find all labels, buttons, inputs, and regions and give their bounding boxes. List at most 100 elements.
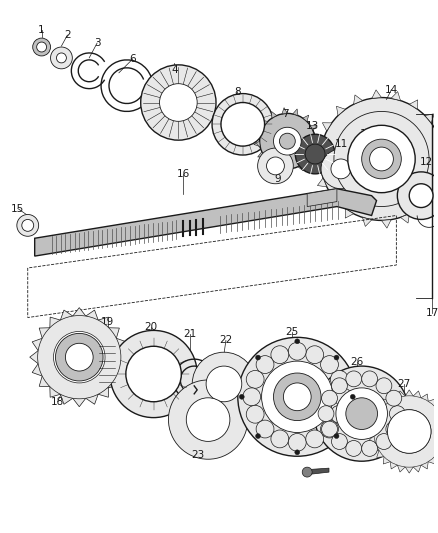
Polygon shape (261, 120, 268, 126)
Polygon shape (311, 125, 317, 131)
Text: 17: 17 (425, 308, 438, 318)
Circle shape (374, 396, 438, 467)
Circle shape (321, 390, 337, 406)
Polygon shape (425, 114, 434, 123)
Polygon shape (363, 217, 372, 227)
Polygon shape (314, 140, 323, 149)
Polygon shape (303, 115, 309, 122)
Circle shape (110, 330, 197, 418)
Circle shape (38, 316, 121, 399)
Polygon shape (97, 338, 117, 390)
Ellipse shape (221, 102, 265, 146)
Polygon shape (381, 220, 391, 228)
Circle shape (258, 148, 293, 184)
Circle shape (353, 158, 381, 185)
Circle shape (261, 361, 333, 432)
Circle shape (271, 430, 289, 448)
Circle shape (271, 346, 289, 364)
Circle shape (334, 355, 339, 360)
Circle shape (17, 214, 39, 236)
Circle shape (169, 380, 248, 459)
Circle shape (332, 378, 347, 394)
Circle shape (22, 220, 34, 231)
Circle shape (37, 42, 46, 52)
Circle shape (346, 398, 378, 430)
Circle shape (246, 405, 264, 423)
Text: 27: 27 (398, 379, 411, 389)
Circle shape (256, 356, 274, 374)
Text: 12: 12 (360, 129, 373, 139)
Circle shape (273, 373, 321, 421)
Polygon shape (367, 390, 438, 473)
Circle shape (306, 346, 324, 364)
Polygon shape (431, 187, 438, 195)
Polygon shape (254, 141, 260, 147)
Polygon shape (255, 131, 262, 136)
Circle shape (314, 366, 409, 461)
Polygon shape (277, 167, 282, 173)
Circle shape (305, 144, 325, 164)
Text: 18: 18 (51, 397, 64, 407)
Circle shape (238, 337, 357, 456)
Circle shape (192, 352, 256, 416)
Text: 7: 7 (282, 109, 289, 119)
Circle shape (320, 98, 438, 221)
Circle shape (306, 430, 324, 448)
Polygon shape (307, 189, 337, 207)
Circle shape (126, 346, 181, 402)
Text: 6: 6 (130, 54, 136, 64)
Text: 25: 25 (286, 327, 299, 337)
Circle shape (321, 356, 339, 374)
Circle shape (288, 342, 306, 360)
Circle shape (362, 440, 378, 456)
Circle shape (206, 366, 242, 402)
Polygon shape (417, 203, 427, 212)
Polygon shape (298, 164, 303, 171)
Polygon shape (30, 308, 129, 407)
Circle shape (56, 333, 103, 381)
Text: 1: 1 (38, 25, 45, 35)
Polygon shape (313, 147, 320, 152)
Polygon shape (272, 111, 277, 118)
Text: 8: 8 (234, 86, 241, 96)
Text: 26: 26 (350, 357, 364, 367)
Ellipse shape (212, 94, 273, 155)
Text: 20: 20 (144, 322, 157, 333)
Circle shape (57, 53, 67, 63)
Circle shape (334, 388, 352, 406)
Circle shape (388, 410, 431, 453)
Circle shape (267, 157, 284, 175)
Polygon shape (329, 195, 338, 204)
Circle shape (53, 332, 105, 383)
Circle shape (302, 467, 312, 477)
Polygon shape (307, 468, 329, 474)
Circle shape (334, 111, 429, 207)
Circle shape (246, 370, 264, 388)
Circle shape (321, 420, 339, 438)
Polygon shape (314, 136, 321, 141)
Circle shape (321, 421, 337, 437)
Circle shape (33, 38, 50, 56)
Polygon shape (318, 178, 327, 187)
Circle shape (376, 378, 392, 394)
Circle shape (279, 133, 295, 149)
Circle shape (340, 145, 393, 199)
Circle shape (331, 159, 351, 179)
Polygon shape (353, 95, 363, 104)
Polygon shape (410, 100, 418, 109)
Circle shape (389, 406, 405, 422)
Text: 4: 4 (171, 65, 178, 75)
Circle shape (362, 139, 401, 179)
Text: 11: 11 (335, 139, 349, 149)
Polygon shape (266, 161, 272, 167)
Circle shape (295, 339, 300, 344)
Circle shape (50, 47, 72, 69)
Polygon shape (293, 109, 298, 116)
Circle shape (256, 420, 274, 438)
Circle shape (330, 405, 348, 423)
Circle shape (350, 394, 355, 399)
Polygon shape (312, 159, 321, 168)
Circle shape (255, 433, 261, 439)
Circle shape (239, 394, 244, 399)
Text: 3: 3 (94, 38, 100, 48)
